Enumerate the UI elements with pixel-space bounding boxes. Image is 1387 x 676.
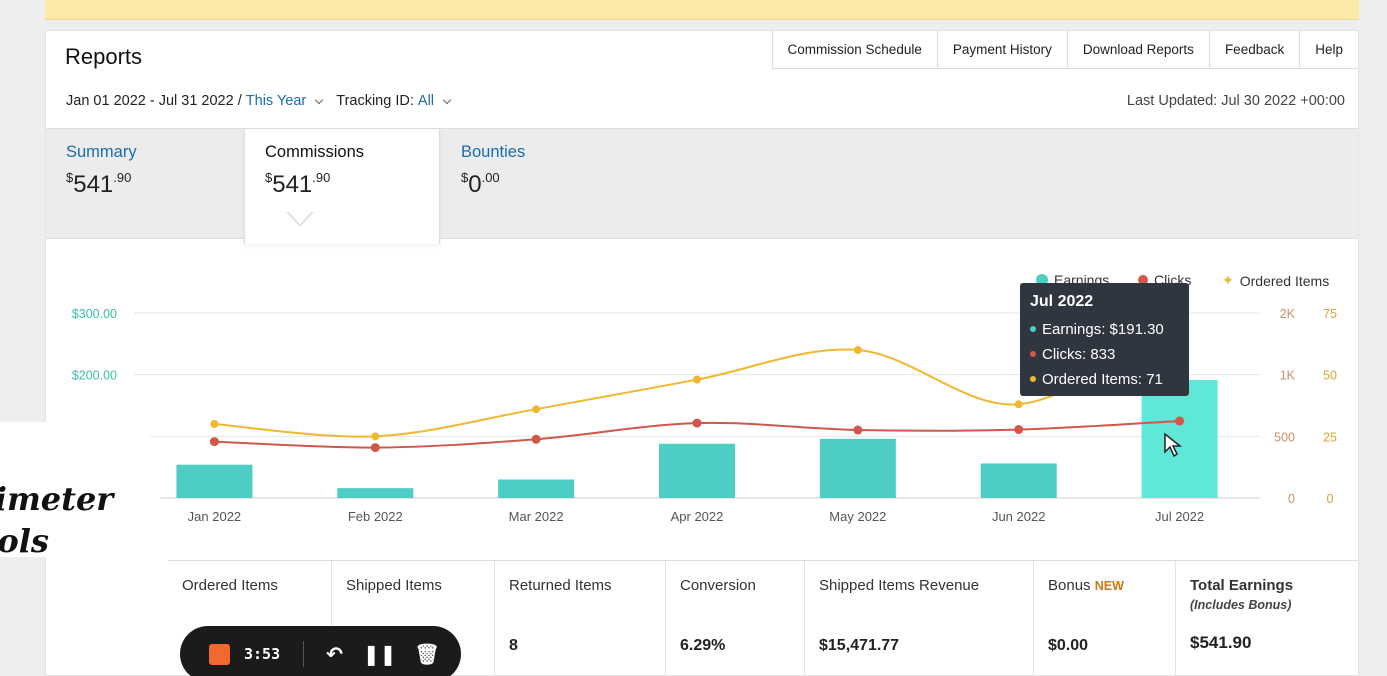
ordered-items-point <box>1014 400 1023 409</box>
download-reports-link[interactable]: Download Reports <box>1067 31 1210 69</box>
metric-shipped-items: Shipped Items <box>332 561 495 676</box>
earnings-bar <box>659 443 735 498</box>
earnings-bar <box>337 488 414 498</box>
ordered-items-point <box>532 405 541 414</box>
chart-tooltip: Jul 2022 Earnings: $191.30 Clicks: 833 O… <box>1020 283 1189 396</box>
y-right-items-tick-label: 75 <box>1323 307 1337 321</box>
last-updated: Last Updated: Jul 30 2022 +00:00 <box>1126 93 1345 109</box>
undo-icon[interactable]: ↶ <box>326 643 343 666</box>
x-tick-label: May 2022 <box>829 509 886 524</box>
ordered-legend-icon: ✦ <box>1222 272 1234 288</box>
earnings-chart: $300.00$200.00$100.002K1K50007550250Jan … <box>72 307 1337 524</box>
metric-shipped-revenue: Shipped Items Revenue $15,471.77 <box>805 561 1034 676</box>
clicks-point <box>1014 425 1024 435</box>
earnings-bar <box>498 479 575 498</box>
notice-banner <box>45 0 1359 20</box>
y-right-clicks-tick-label: 2K <box>1280 307 1296 321</box>
tab-commissions[interactable]: Commissions $541.90 <box>244 129 440 244</box>
earnings-bar <box>819 438 896 498</box>
y-right-clicks-tick-label: 1K <box>1280 369 1296 383</box>
x-tick-label: Feb 2022 <box>348 509 403 524</box>
clicks-point <box>853 425 863 435</box>
x-tick-label: Mar 2022 <box>509 509 564 524</box>
tab-value: $541.90 <box>265 170 331 198</box>
y-right-items-tick-label: 0 <box>1327 492 1334 506</box>
y-right-items-tick-label: 50 <box>1323 369 1337 383</box>
clicks-point <box>531 434 541 444</box>
clicks-point <box>370 443 380 453</box>
metric-returned-items: Returned Items 8 <box>495 561 666 676</box>
period-dropdown[interactable]: This Year <box>245 93 307 109</box>
recording-toolbar: 3:53 ↶ ❚❚ 🗑 <box>180 626 461 676</box>
x-tick-label: Jun 2022 <box>992 509 1046 524</box>
y-left-tick-label: $300.00 <box>72 307 117 321</box>
page-title: Reports <box>65 44 143 69</box>
x-tick-label: Apr 2022 <box>671 509 724 524</box>
tab-bounties[interactable]: Bounties $0.00 <box>441 129 637 240</box>
new-badge: NEW <box>1094 579 1124 593</box>
stop-recording-button[interactable] <box>209 643 230 665</box>
tab-summary[interactable]: Summary $541.90 <box>46 129 244 240</box>
recording-timer: 3:53 <box>244 645 281 663</box>
ordered-items-point <box>210 420 219 428</box>
ordered-items-point <box>693 375 701 384</box>
pause-icon[interactable]: ❚❚ <box>362 643 397 666</box>
tab-label: Commissions <box>265 143 365 161</box>
clicks-point <box>209 437 219 447</box>
tracking-label: Tracking ID: <box>336 93 414 109</box>
commission-schedule-link[interactable]: Commission Schedule <box>772 31 938 69</box>
clicks-point <box>692 418 702 428</box>
tracking-dropdown[interactable]: All <box>417 93 435 109</box>
payment-history-link[interactable]: Payment History <box>937 31 1068 69</box>
x-tick-label: Jan 2022 <box>188 509 242 524</box>
help-link[interactable]: Help <box>1300 31 1358 69</box>
toolbar-divider <box>303 641 305 667</box>
tab-label: Summary <box>66 143 137 161</box>
clicks-legend-icon <box>1138 275 1148 285</box>
metric-conversion: Conversion 6.29% <box>666 561 805 676</box>
tab-value: $0.00 <box>461 170 500 198</box>
y-right-clicks-tick-label: 0 <box>1288 492 1295 506</box>
legend-ordered-items[interactable]: ✦ Ordered Items <box>1222 272 1330 289</box>
earnings-bar <box>1141 380 1218 498</box>
mouse-cursor-icon <box>1164 432 1183 458</box>
earnings-bar <box>176 464 253 498</box>
filters-row: Jan 01 2022 - Jul 31 2022 / This Year Tr… <box>66 93 464 109</box>
tab-label: Bounties <box>461 143 526 161</box>
trash-icon[interactable]: 🗑 <box>414 643 440 666</box>
x-tick-label: Jul 2022 <box>1155 509 1204 524</box>
y-right-items-tick-label: 25 <box>1323 430 1337 444</box>
tooltip-ordered: Ordered Items: 71 <box>1030 367 1179 392</box>
date-range: Jan 01 2022 - Jul 31 2022 / <box>66 93 242 109</box>
y-left-tick-label: $200.00 <box>72 369 117 383</box>
metric-total-earnings: Total Earnings (Includes Bonus) $541.90 <box>1190 577 1294 652</box>
earnings-bar <box>980 463 1057 498</box>
tooltip-clicks: Clicks: 833 <box>1030 342 1179 367</box>
tooltip-title: Jul 2022 <box>1030 293 1094 310</box>
tooltip-earnings: Earnings: $191.30 <box>1030 317 1179 342</box>
metric-bonus: Bonus NEW $0.00 <box>1034 561 1176 676</box>
top-links: Commission Schedule Payment History Down… <box>771 31 1358 69</box>
metric-ordered-items: Ordered Items <box>168 561 332 676</box>
clicks-point <box>1175 416 1185 426</box>
active-tab-pointer <box>286 211 314 227</box>
ordered-items-point <box>853 346 862 354</box>
tabs-strip: Summary $541.90 Commissions $541.90 Boun… <box>46 128 1358 244</box>
ordered-items-point <box>371 432 380 441</box>
metrics-table: Ordered Items Shipped Items Returned Ite… <box>168 560 1358 676</box>
watermark-logo: timeter ools <box>0 422 160 560</box>
y-right-clicks-tick-label: 500 <box>1274 430 1295 444</box>
feedback-link[interactable]: Feedback <box>1209 31 1301 69</box>
tab-value: $541.90 <box>66 170 132 198</box>
